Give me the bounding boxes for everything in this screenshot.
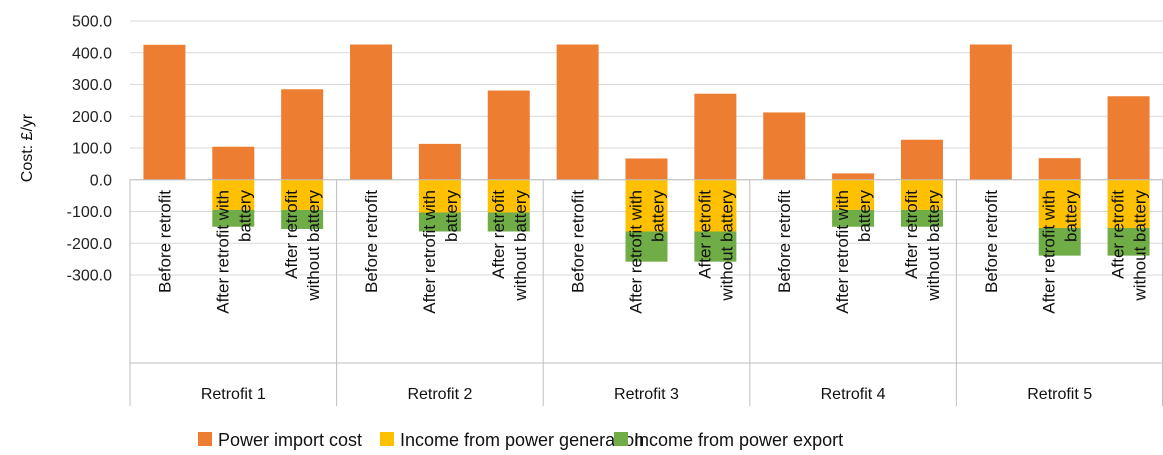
legend-label: Income from power generation — [400, 430, 644, 450]
bar-segment — [1107, 96, 1150, 180]
bar-segment — [900, 209, 943, 227]
y-tick-label: 400.0 — [72, 45, 112, 62]
legend-swatch — [198, 432, 212, 446]
y-tick-label: 300.0 — [72, 77, 112, 94]
bar-segment — [350, 44, 393, 180]
category-label: After retrofit without battery — [489, 190, 530, 302]
bar-segment — [418, 143, 461, 180]
group-label: Retrofit 4 — [821, 386, 886, 403]
category-label: Before retrofit — [982, 190, 1001, 293]
y-axis-label: Cost: £/yr — [19, 113, 36, 182]
bar-segment — [900, 139, 943, 180]
y-tick-label: -200.0 — [67, 236, 112, 253]
category-label: Before retrofit — [155, 190, 174, 293]
category-label: After retrofit without battery — [695, 190, 736, 302]
group-label: Retrofit 2 — [407, 386, 472, 403]
category-labels: Before retrofit After retrofit with batter… — [155, 190, 1149, 314]
bar-segment — [1038, 179, 1081, 229]
y-tick-label: -100.0 — [67, 204, 112, 221]
bar-segment — [212, 179, 255, 210]
bar-segment — [418, 179, 461, 213]
category-label: After retrofit with battery — [1040, 190, 1081, 314]
bar-segment — [487, 179, 530, 213]
group-label: Retrofit 3 — [614, 386, 679, 403]
bar-segment — [281, 179, 324, 210]
bar-segment — [487, 90, 530, 180]
group-labels: Retrofit 1 Retrofit 2 Retrofit 3 Retrofit 4… — [201, 386, 1092, 403]
y-tick-label: -300.0 — [67, 268, 112, 285]
y-tick-label: 500.0 — [72, 14, 112, 31]
bar-segment — [625, 231, 668, 262]
y-tick-label: 0.0 — [90, 172, 112, 189]
category-label: Before retrofit — [569, 190, 588, 293]
bar-segment — [832, 179, 875, 210]
group-label: Retrofit 1 — [201, 386, 266, 403]
axes — [129, 179, 1163, 406]
bar-segment — [832, 173, 875, 180]
category-label: After retrofit with battery — [627, 190, 668, 314]
bar-segment — [1107, 179, 1150, 229]
legend-label: Power import cost — [218, 430, 362, 450]
bar-segment — [694, 231, 737, 262]
category-label: Before retrofit — [775, 190, 794, 293]
bar-segment — [1038, 158, 1081, 180]
bar-segment — [625, 179, 668, 232]
bar-segment — [487, 212, 530, 232]
legend-swatch — [380, 432, 394, 446]
category-label: Before retrofit — [362, 190, 381, 293]
bar-segment — [418, 212, 461, 232]
legend: Power import cost Income from power gener… — [198, 430, 843, 450]
bar-segment — [969, 44, 1012, 180]
group-label: Retrofit 5 — [1027, 386, 1092, 403]
bar-segment — [1038, 228, 1081, 256]
category-label: After retrofit without battery — [1109, 190, 1150, 302]
bar-segment — [556, 44, 599, 180]
bar-segment — [625, 158, 668, 180]
legend-label: Income from power export — [634, 430, 843, 450]
bar-segment — [281, 209, 324, 229]
bar-segment — [763, 112, 806, 180]
category-label: After retrofit with battery — [213, 190, 254, 314]
bar-segment — [212, 209, 255, 227]
category-label: After retrofit with battery — [420, 190, 461, 314]
bar-segment — [900, 179, 943, 210]
bars — [143, 44, 1150, 262]
bar-segment — [694, 93, 737, 180]
bar-segment — [281, 89, 324, 180]
y-tick-label: 200.0 — [72, 109, 112, 126]
category-label: After retrofit without battery — [282, 190, 323, 302]
y-tick-label: 100.0 — [72, 141, 112, 158]
bar-segment — [1107, 228, 1150, 256]
category-label: After retrofit with battery — [833, 190, 874, 314]
legend-swatch — [614, 432, 628, 446]
bar-segment — [694, 179, 737, 232]
bar-segment — [832, 209, 875, 227]
category-label: After retrofit without battery — [902, 190, 943, 302]
y-tick-labels: 500.0 400.0 300.0 200.0 100.0 0.0 -100.0 -200.0… — [67, 14, 112, 285]
bar-segment — [212, 146, 255, 180]
bar-segment — [143, 44, 186, 180]
